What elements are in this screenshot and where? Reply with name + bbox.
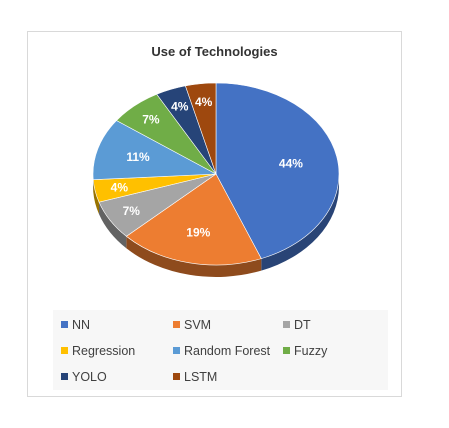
pie-slice-lstm xyxy=(185,82,217,175)
chart-legend: NN SVM DT Regression Random Forest Fuzzy YOLO L… xyxy=(53,310,388,390)
legend-swatch xyxy=(173,373,180,381)
data-label-fuzzy: 7% xyxy=(142,112,160,126)
legend-swatch xyxy=(283,347,290,355)
legend-item-yolo: YOLO xyxy=(61,370,107,384)
pie-side-dt xyxy=(99,202,127,249)
legend-item-random-forest: Random Forest xyxy=(173,344,270,358)
legend-item-regression: Regression xyxy=(61,344,135,358)
pie-side-svm xyxy=(126,236,262,277)
legend-label: SVM xyxy=(184,318,212,332)
data-label-random-forest: 11% xyxy=(126,150,150,164)
pie-slice-random-forest xyxy=(92,120,218,181)
data-label-lstm: 4% xyxy=(195,95,213,109)
data-label-svm: 19% xyxy=(186,226,210,240)
legend-item-lstm: LSTM xyxy=(173,370,217,384)
pie-side-regression xyxy=(93,179,100,215)
chart-title: Use of Technologies xyxy=(151,44,278,59)
pie-side-nn xyxy=(261,174,339,271)
data-label-nn: 44% xyxy=(279,156,303,170)
data-label-dt: 7% xyxy=(123,204,141,218)
data-label-yolo: 4% xyxy=(171,99,189,113)
legend-label: DT xyxy=(294,318,311,332)
legend-label: Random Forest xyxy=(184,344,271,358)
pie-slice-svm xyxy=(125,173,262,266)
pie-chart: 44% 19% 7% 4% 11% 7% 4% 4% xyxy=(92,82,340,277)
legend-item-nn: NN xyxy=(61,318,90,332)
legend-item-dt: DT xyxy=(283,318,311,332)
legend-item-fuzzy: Fuzzy xyxy=(283,344,327,358)
legend-swatch xyxy=(61,373,68,381)
legend-item-svm: SVM xyxy=(173,318,211,332)
legend-swatch xyxy=(283,321,290,329)
legend-label: YOLO xyxy=(72,370,107,384)
legend-label: NN xyxy=(72,318,91,332)
legend-swatch xyxy=(173,347,180,355)
legend-label: Fuzzy xyxy=(294,344,328,358)
legend-label: LSTM xyxy=(184,370,218,384)
legend-swatch xyxy=(61,347,68,355)
chart-frame: Use of Technologies 44% 19% 7% 4% 11% 7% 4% 4% … xyxy=(27,31,402,397)
pie-slice-nn xyxy=(215,82,340,259)
legend-swatch xyxy=(173,321,180,329)
data-label-regression: 4% xyxy=(111,181,129,195)
legend-label: Regression xyxy=(72,344,136,358)
legend-swatch xyxy=(61,321,68,329)
